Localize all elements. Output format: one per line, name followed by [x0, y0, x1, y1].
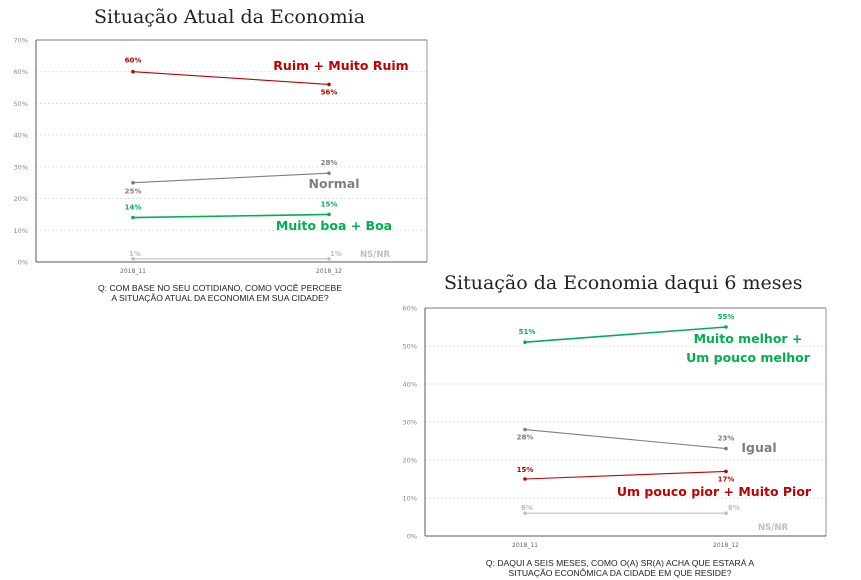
chart2-series-name: Um pouco pior + Muito Pior — [617, 484, 812, 499]
chart2-series-name: Igual — [741, 440, 776, 455]
chart1-series-line — [132, 172, 330, 184]
chart2-series-name: NS/NR — [758, 523, 788, 533]
chart2-data-label: 17% — [718, 475, 735, 483]
chart1-data-point — [131, 215, 135, 220]
chart1-series-name: Normal — [309, 176, 360, 191]
chart2-y-tick-label: 30% — [403, 419, 417, 427]
chart2-data-label: 6% — [728, 504, 740, 512]
chart1-y-tick-label: 20% — [14, 195, 28, 203]
chart-title-current: Situação Atual da Economia — [94, 6, 366, 28]
chart2-data-point — [523, 427, 527, 432]
chart1-y-tick-label: 60% — [14, 68, 28, 76]
chart1-data-label: 14% — [125, 204, 142, 212]
chart1-data-point — [327, 212, 331, 217]
chart2-data-point — [724, 446, 728, 451]
chart1-data-label: 25% — [125, 188, 142, 196]
chart1-data-point — [327, 82, 331, 87]
chart2-y-tick-label: 60% — [403, 305, 417, 313]
chart1-data-label: 60% — [125, 57, 142, 65]
chart2-y-tick-label: 20% — [403, 457, 417, 465]
chart2-y-tick-label: 50% — [403, 343, 417, 351]
chart2-data-point — [724, 511, 728, 515]
chart2-series-name: Muito melhor + — [694, 331, 803, 346]
chart2-series-name: Um pouco melhor — [686, 350, 811, 365]
chart2-series-line — [524, 326, 727, 343]
chart1-data-point — [131, 69, 135, 74]
chart1-data-label: 15% — [321, 200, 338, 208]
chart2-data-point — [523, 511, 527, 515]
chart1-data-point — [327, 171, 331, 175]
chart2-data-label: 28% — [517, 434, 534, 442]
chart1-y-tick-label: 30% — [14, 163, 28, 171]
chart1-y-tick-label: 40% — [14, 132, 28, 140]
chart1-series-name: NS/NR — [360, 250, 390, 260]
chart1-y-tick-label: 70% — [14, 37, 28, 45]
chart2-x-tick-label: 2018_12 — [713, 542, 739, 549]
chart1-data-point — [327, 257, 331, 261]
chart2-x-tick-label: 2018_11 — [512, 542, 538, 549]
chart1-y-tick-label: 0% — [18, 259, 28, 267]
chart1-series-name: Muito boa + Boa — [276, 218, 392, 233]
chart1-x-tick-label: 2018_12 — [316, 268, 342, 275]
chart2-data-label: 55% — [718, 313, 735, 321]
chart2-series-line — [524, 470, 727, 480]
chart1-series-line — [132, 71, 330, 85]
chart2-data-label: 15% — [517, 466, 534, 474]
chart2-data-label: 6% — [521, 504, 533, 512]
chart2-data-point — [523, 340, 527, 345]
chart1-data-label: 1% — [330, 250, 342, 258]
chart1-data-label: 28% — [321, 159, 338, 167]
chart2-series-line — [524, 429, 727, 450]
chart2-data-label: 23% — [718, 435, 735, 443]
chart1-data-label: 1% — [129, 250, 141, 258]
chart1-x-tick-label: 2018_11 — [120, 268, 146, 275]
chart1-data-label: 56% — [321, 88, 338, 96]
chart2-y-tick-label: 40% — [403, 381, 417, 389]
chart1-series-name: Ruim + Muito Ruim — [273, 58, 408, 73]
chart1-data-point — [131, 257, 135, 261]
chart1-data-point — [131, 180, 135, 185]
chart2-data-point — [523, 477, 527, 481]
chart2-y-tick-label: 10% — [403, 495, 417, 503]
chart2-data-label: 51% — [519, 328, 536, 336]
chart1-y-tick-label: 50% — [14, 100, 28, 108]
chart2-y-tick-label: 0% — [407, 533, 417, 541]
chart1-y-tick-label: 10% — [14, 227, 28, 235]
question-current-line-2: A SITUAÇÃO ATUAL DA ECONOMIA EM SUA CIDA… — [111, 293, 329, 303]
question-current-line-1: Q: COM BASE NO SEU COTIDIANO, COMO VOCÊ … — [97, 283, 342, 293]
question-future: Q: DAQUI A SEIS MESES, COMO O(A) SR(A) A… — [420, 558, 820, 578]
chart2-data-point — [724, 469, 728, 474]
question-future-line-1: Q: DAQUI A SEIS MESES, COMO O(A) SR(A) A… — [485, 558, 755, 568]
chart-title-future: Situação da Economia daqui 6 meses — [444, 272, 803, 294]
chart2-data-point — [724, 325, 728, 329]
question-future-line-2: SITUAÇÃO ECONÔMICA DA CIDADE EM QUE RESI… — [508, 568, 732, 578]
question-current: Q: COM BASE NO SEU COTIDIANO, COMO VOCÊ … — [40, 283, 400, 303]
chart1-series-line — [132, 213, 330, 219]
